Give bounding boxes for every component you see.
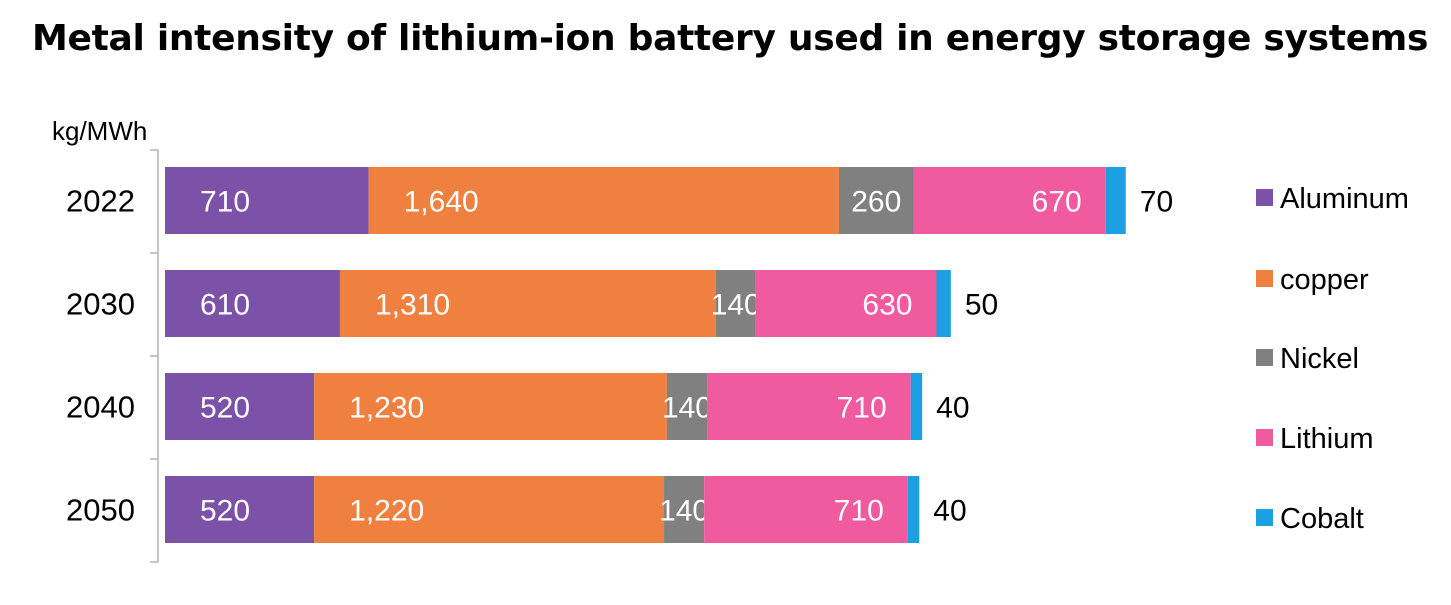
data-label: 140 <box>662 392 712 425</box>
bar-segment-nickel <box>715 270 756 337</box>
data-label: 610 <box>200 289 250 322</box>
legend: Aluminum copper Nickel Lithium Cobalt <box>1256 183 1409 535</box>
data-label: 710 <box>837 392 887 425</box>
category-tick-label: 2050 <box>66 493 135 528</box>
data-label: 1,220 <box>349 495 424 528</box>
bar-segment-nickel <box>664 476 705 543</box>
bar-segment-lithium <box>707 373 911 440</box>
category-tick-label: 2022 <box>66 184 135 219</box>
bar-segment-cobalt <box>910 373 923 440</box>
legend-swatch-cobalt <box>1256 509 1273 526</box>
bar-segment-nickel <box>666 373 708 440</box>
bar-segment-cobalt <box>1105 167 1126 234</box>
data-label: 40 <box>936 392 969 425</box>
category-tick-label: 2030 <box>66 287 135 322</box>
data-label: 70 <box>1140 186 1173 219</box>
data-label: 710 <box>200 186 250 219</box>
bar-segment-copper <box>314 373 667 440</box>
legend-label: Aluminum <box>1280 183 1409 215</box>
data-label: 1,230 <box>349 392 424 425</box>
bar-segment-lithium <box>755 270 937 337</box>
bar-segment-aluminum <box>165 167 369 234</box>
data-label: 140 <box>711 289 761 322</box>
data-label: 260 <box>851 186 901 219</box>
category-tick-label: 2040 <box>66 390 135 425</box>
bar-segment-aluminum <box>165 373 315 440</box>
legend-swatch-aluminum <box>1256 189 1273 206</box>
legend-label: Nickel <box>1280 343 1359 375</box>
bar-segment-lithium <box>704 476 908 543</box>
data-label: 710 <box>834 495 884 528</box>
unit-label: kg/MWh <box>52 116 147 146</box>
bars-group: 710 1,640 260 670 70 610 1,310 140 630 50 520 1,230… <box>165 167 1173 543</box>
chart-title: Metal intensity of lithium-ion battery u… <box>32 18 1429 59</box>
bar-segment-cobalt <box>907 476 920 543</box>
data-label: 520 <box>200 495 250 528</box>
bar-segment-copper <box>339 270 716 337</box>
data-label: 630 <box>862 289 912 322</box>
bar-segment-cobalt <box>936 270 951 337</box>
legend-swatch-lithium <box>1256 429 1273 446</box>
data-label: 1,310 <box>375 289 450 322</box>
bar-segment-lithium <box>913 167 1106 234</box>
bar-segment-copper <box>368 167 839 234</box>
legend-swatch-copper <box>1256 270 1273 287</box>
data-label: 50 <box>965 289 998 322</box>
data-label: 140 <box>659 495 709 528</box>
legend-swatch-nickel <box>1256 349 1273 366</box>
legend-label: Cobalt <box>1280 503 1364 535</box>
category-axis: 2022 2030 2040 2050 <box>66 149 159 563</box>
data-label: 670 <box>1032 186 1082 219</box>
bar-segment-nickel <box>838 167 914 234</box>
bar-segment-copper <box>314 476 665 543</box>
bar-segment-aluminum <box>165 476 315 543</box>
data-label: 1,640 <box>404 186 479 219</box>
data-label: 520 <box>200 392 250 425</box>
data-label: 40 <box>933 495 966 528</box>
bar-segment-aluminum <box>165 270 340 337</box>
legend-label: Lithium <box>1280 423 1374 455</box>
legend-label: copper <box>1280 264 1369 296</box>
